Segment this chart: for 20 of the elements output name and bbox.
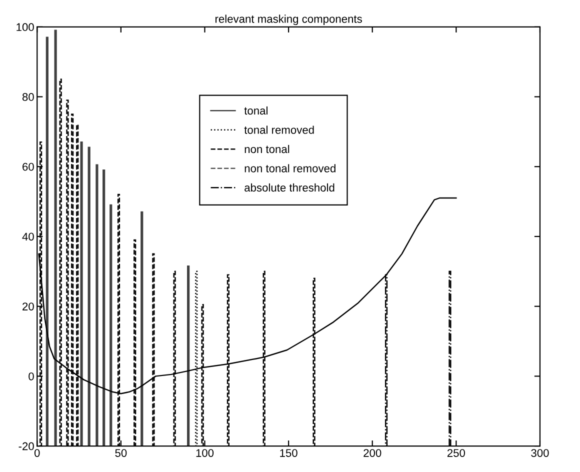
x-tick-label: 150 <box>280 449 298 457</box>
y-tick-label: 20 <box>22 302 34 310</box>
y-tick-label: -20 <box>18 442 34 450</box>
y-tick-label: 40 <box>22 232 34 241</box>
legend-label: non tonal <box>244 144 290 154</box>
x-tick-label: 250 <box>447 449 466 457</box>
y-tick-label: 60 <box>22 162 34 171</box>
y-tick-label: 0 <box>28 372 34 380</box>
legend-label: absolute threshold <box>244 183 334 192</box>
legend-label: tonal <box>244 106 268 115</box>
chart-title: relevant masking components <box>215 14 362 26</box>
x-tick-label: 200 <box>364 449 382 457</box>
y-tick-label: 100 <box>16 23 34 32</box>
y-tick-label: 80 <box>22 93 34 101</box>
x-tick-label: 300 <box>531 449 549 457</box>
x-tick-label: 0 <box>34 449 40 457</box>
legend-label: tonal removed <box>244 126 314 134</box>
x-tick-label: 100 <box>196 449 214 457</box>
x-tick-label: 50 <box>115 449 127 457</box>
legend-label: non tonal removed <box>244 164 336 172</box>
